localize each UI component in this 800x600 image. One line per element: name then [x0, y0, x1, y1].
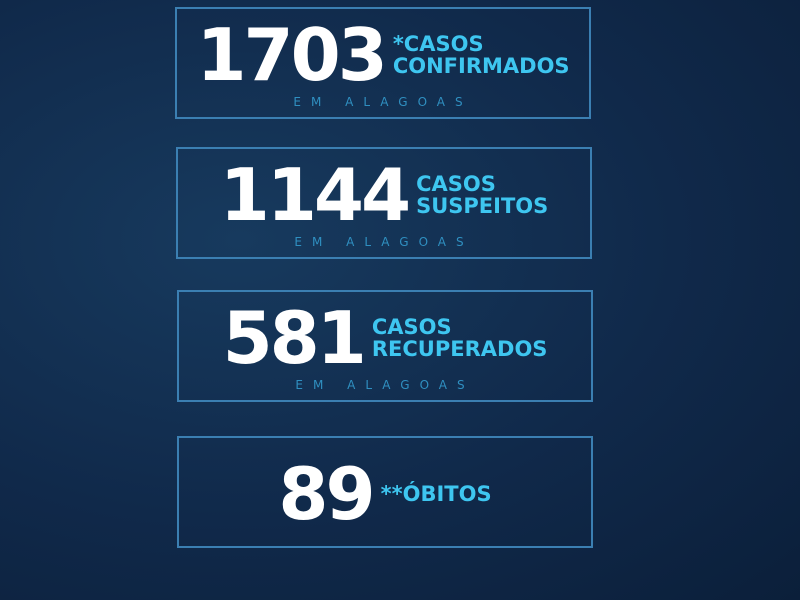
suspected-label-1: CASOS	[416, 172, 496, 196]
card-recovered: 581 CASOS RECUPERADOS EM ALAGOAS	[177, 290, 593, 402]
confirmed-label-2: CONFIRMADOS	[392, 54, 570, 78]
card-confirmed: 1703 *CASOS CONFIRMADOS EM ALAGOAS	[175, 7, 591, 119]
recovered-label-2: RECUPERADOS	[371, 337, 548, 361]
suspected-label-2: SUSPEITOS	[416, 194, 549, 218]
suspected-subtitle: EM ALAGOAS	[294, 235, 474, 249]
confirmed-count: 1703	[196, 13, 387, 97]
recovered-count: 581	[222, 296, 367, 380]
confirmed-subtitle: EM ALAGOAS	[293, 95, 473, 109]
card-suspected: 1144 CASOS SUSPEITOS EM ALAGOAS	[176, 147, 592, 259]
card-deaths: 89 **ÓBITOS	[177, 436, 593, 548]
suspected-count: 1144	[219, 153, 411, 237]
deaths-label: **ÓBITOS	[380, 482, 492, 506]
confirmed-label-1: *CASOS	[392, 32, 484, 56]
deaths-count: 89	[278, 452, 375, 536]
recovered-label-1: CASOS	[371, 315, 452, 339]
recovered-subtitle: EM ALAGOAS	[295, 378, 475, 392]
